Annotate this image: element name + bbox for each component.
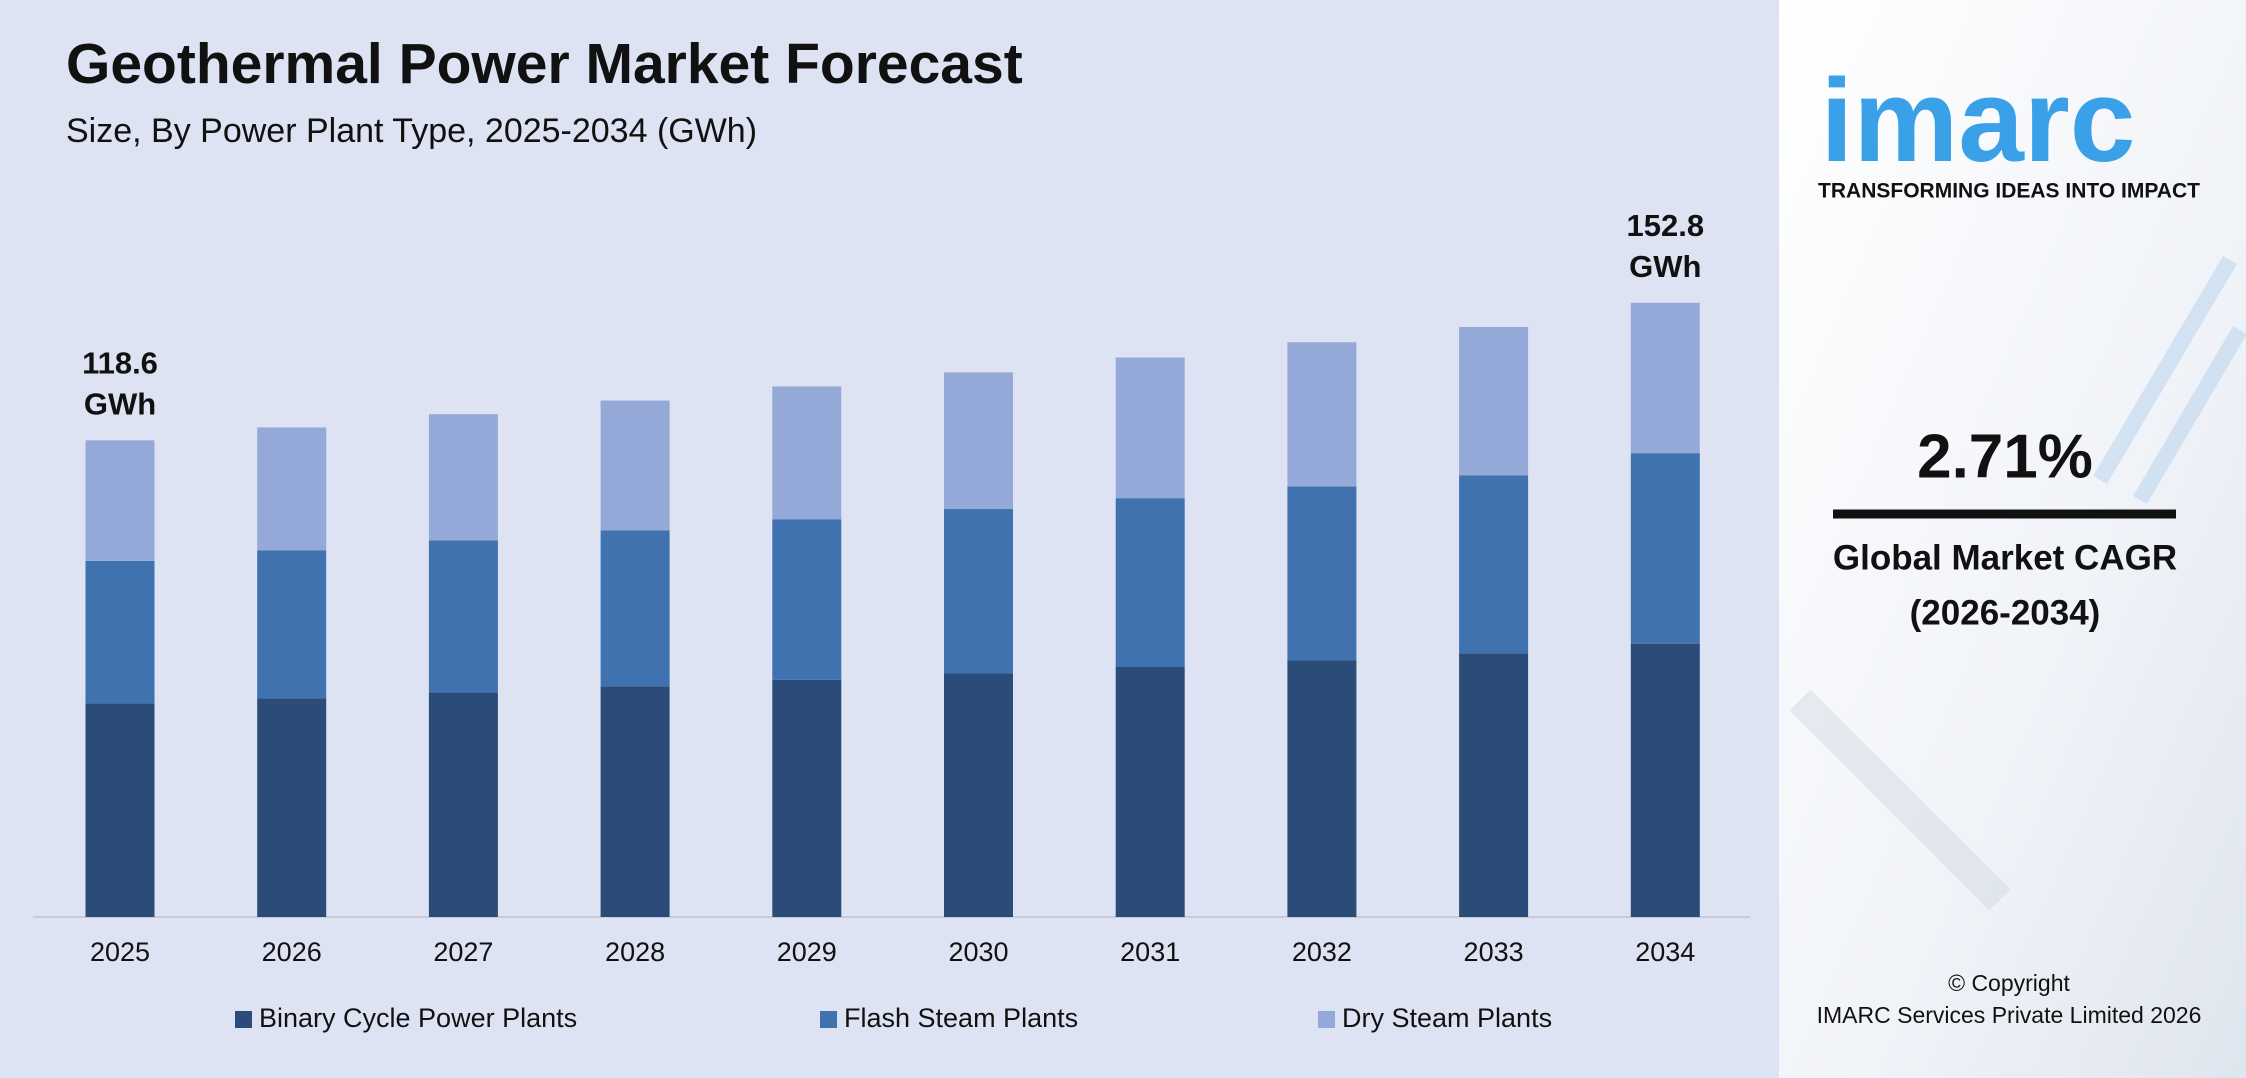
bar-segment	[772, 519, 842, 680]
total-label: 118.6 GWh	[82, 345, 158, 421]
logo: imarc	[1821, 55, 2136, 187]
legend-label: Flash Steam Plants	[844, 1003, 1078, 1033]
bar-segment	[1115, 357, 1185, 499]
bar-segment	[85, 703, 155, 917]
bar-segment	[85, 560, 155, 704]
total-label: 152.8 GWh	[1627, 208, 1705, 284]
legend-label: Dry Steam Plants	[1342, 1003, 1552, 1033]
cagr-value: 2.71%	[1917, 422, 2093, 491]
bar-segment	[600, 686, 670, 917]
x-tick-label: 2026	[262, 937, 322, 967]
x-tick-label: 2031	[1120, 937, 1180, 967]
copyright: © Copyright	[1948, 970, 2070, 996]
bar-segment	[428, 540, 498, 693]
bar-segment	[1459, 326, 1529, 476]
bar-segment	[1630, 643, 1700, 917]
company: IMARC Services Private Limited 2026	[1817, 1002, 2202, 1028]
bar-segment	[1287, 486, 1357, 661]
bar-segment	[257, 550, 327, 699]
bar-segment	[944, 509, 1013, 674]
bar-segment	[1630, 302, 1700, 454]
bar-segment	[944, 372, 1013, 510]
x-tick-label: 2028	[605, 937, 665, 967]
chart-subtitle: Size, By Power Plant Type, 2025-2034 (GW…	[66, 112, 757, 150]
bar-segment	[772, 679, 842, 917]
bar-segment	[1287, 660, 1357, 917]
bar-segment	[85, 440, 155, 561]
x-tick-label: 2033	[1464, 937, 1524, 967]
bar-segment	[600, 400, 670, 531]
x-tick-label: 2025	[90, 937, 150, 967]
x-tick-label: 2034	[1635, 937, 1695, 967]
legend-label: Binary Cycle Power Plants	[259, 1003, 577, 1033]
side-background	[1779, 0, 2246, 1078]
bar-segment	[1115, 498, 1185, 667]
bar-segment	[1287, 342, 1357, 487]
bar-segment	[1630, 453, 1700, 644]
bar-segment	[1459, 475, 1529, 654]
x-tick-label: 2030	[948, 937, 1008, 967]
side-decoration	[1789, 255, 2246, 911]
chart-title: Geothermal Power Market Forecast	[66, 32, 1023, 96]
legend-swatch	[235, 1011, 252, 1028]
bar-segment	[428, 414, 498, 541]
cagr-label: Global Market CAGR	[1833, 538, 2177, 577]
bar-segment	[1115, 666, 1185, 917]
legend-swatch	[1318, 1011, 1335, 1028]
bar-segment	[257, 698, 327, 917]
bar-segment	[772, 386, 842, 520]
bar-segment	[257, 427, 327, 551]
bar-segment	[1459, 653, 1529, 917]
legend-swatch	[820, 1011, 837, 1028]
bar-segment	[944, 673, 1013, 917]
x-tick-label: 2027	[433, 937, 493, 967]
x-tick-label: 2032	[1292, 937, 1352, 967]
bar-segment	[428, 692, 498, 917]
bar-segment	[600, 530, 670, 687]
cagr-period: (2026-2034)	[1910, 593, 2101, 632]
x-tick-label: 2029	[777, 937, 837, 967]
tagline: TRANSFORMING IDEAS INTO IMPACT	[1818, 180, 2200, 203]
